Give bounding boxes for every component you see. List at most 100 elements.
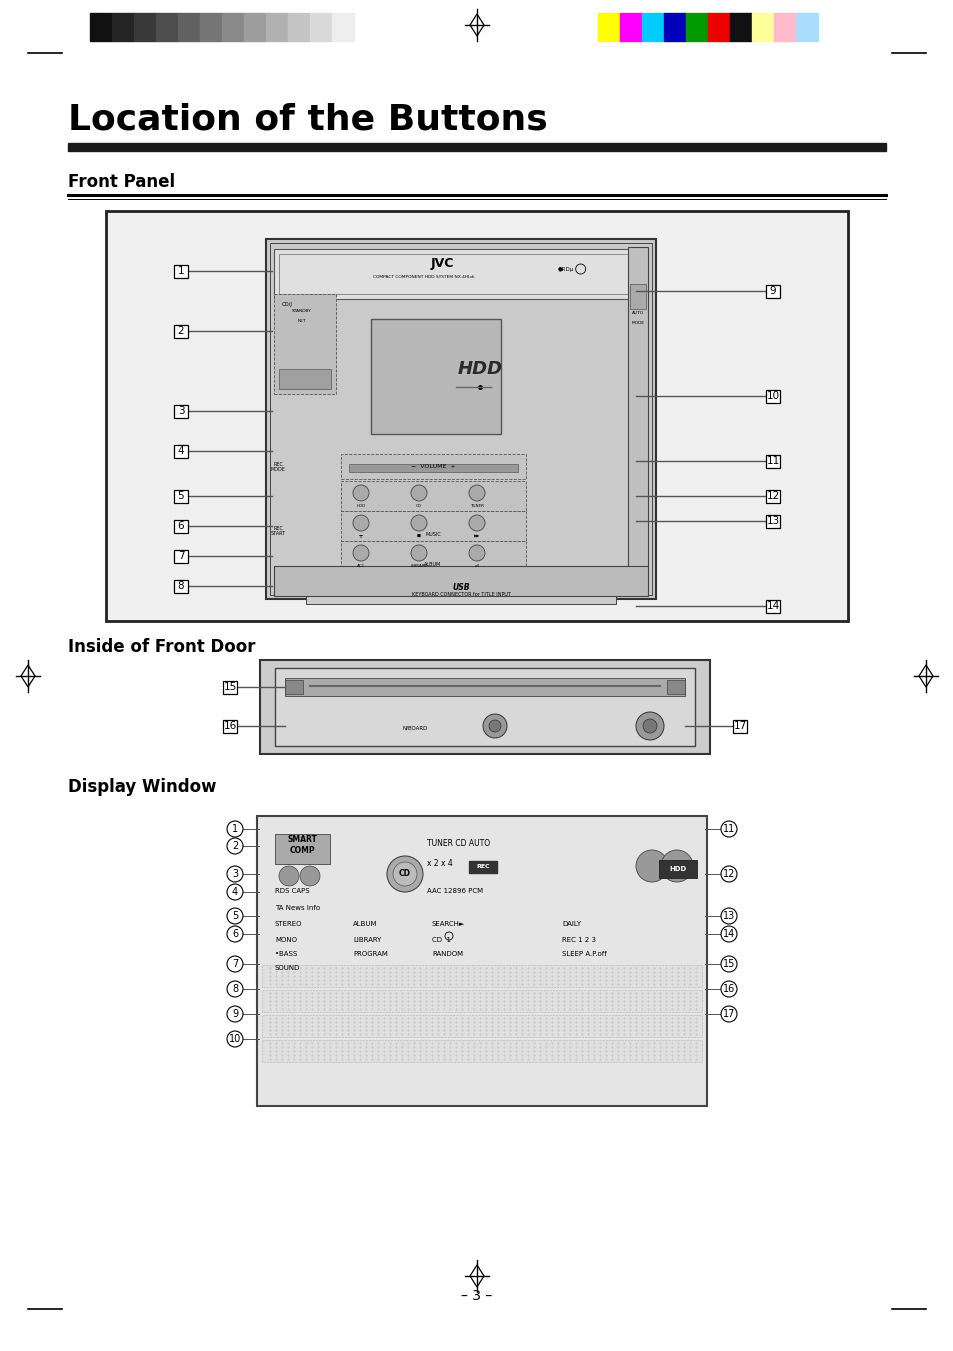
Bar [68, 143, 885, 151]
Circle shape [227, 884, 243, 900]
Text: SEARCH►: SEARCH► [432, 921, 465, 927]
Text: CD/J: CD/J [282, 303, 293, 307]
Text: •BASS: •BASS [274, 951, 297, 957]
Bar [262, 990, 701, 1012]
Circle shape [411, 515, 427, 531]
Text: PROGRAM: PROGRAM [353, 951, 388, 957]
Text: 10: 10 [765, 390, 779, 401]
Circle shape [227, 1031, 243, 1047]
Text: 8: 8 [177, 581, 184, 590]
Bar [751, 14, 773, 41]
Text: N/BOARD: N/BOARD [402, 725, 427, 731]
Text: SOUND: SOUND [274, 965, 300, 971]
Text: SMART: SMART [287, 835, 316, 844]
Bar [173, 520, 188, 532]
Text: 11: 11 [765, 457, 779, 466]
Bar [244, 14, 266, 41]
Bar [260, 661, 709, 754]
Bar [262, 1015, 701, 1038]
Bar [773, 14, 795, 41]
Bar [663, 14, 685, 41]
Circle shape [482, 713, 506, 738]
Bar [371, 319, 500, 434]
Bar [732, 720, 746, 732]
Text: REC: REC [476, 865, 489, 870]
Text: CD: CD [416, 504, 421, 508]
Text: Inside of Front Door: Inside of Front Door [68, 638, 255, 657]
Bar [641, 14, 663, 41]
Text: x 2 x 4: x 2 x 4 [427, 859, 453, 867]
Circle shape [720, 925, 737, 942]
Circle shape [227, 866, 243, 882]
Bar [274, 249, 647, 299]
Text: 16: 16 [722, 984, 735, 994]
Circle shape [636, 850, 667, 882]
Text: 11: 11 [722, 824, 735, 834]
Text: 3: 3 [177, 407, 184, 416]
Bar [173, 444, 188, 458]
Bar [619, 14, 641, 41]
Bar [469, 861, 497, 873]
Text: 13: 13 [765, 516, 779, 526]
Text: 2: 2 [177, 326, 184, 336]
Text: SLEEP A.P.off: SLEEP A.P.off [561, 951, 606, 957]
Text: DAILY: DAILY [561, 921, 580, 927]
Bar [262, 1040, 701, 1062]
Bar [262, 965, 701, 988]
Bar [666, 680, 684, 694]
Text: 14: 14 [722, 929, 735, 939]
Bar [223, 681, 236, 693]
Text: HDD: HDD [669, 866, 686, 871]
Text: TUNER: TUNER [470, 504, 483, 508]
Text: ┬┬: ┬┬ [358, 534, 363, 538]
Bar [288, 14, 310, 41]
Circle shape [469, 544, 484, 561]
Circle shape [720, 981, 737, 997]
Circle shape [411, 544, 427, 561]
Text: Front Panel: Front Panel [68, 173, 175, 190]
Bar [306, 586, 616, 604]
Bar [200, 14, 222, 41]
Text: ALBUM: ALBUM [424, 562, 441, 567]
Circle shape [227, 821, 243, 838]
Text: 10: 10 [229, 1034, 241, 1044]
Text: 9: 9 [769, 286, 776, 296]
Bar [278, 254, 642, 295]
Circle shape [278, 866, 298, 886]
Bar [274, 566, 647, 596]
Circle shape [720, 957, 737, 971]
Text: – 3 –: – 3 – [461, 1289, 492, 1302]
Bar [765, 600, 780, 612]
Text: REC 1 2 3: REC 1 2 3 [561, 938, 596, 943]
Text: NET: NET [297, 319, 306, 323]
Bar [274, 295, 335, 394]
Circle shape [660, 850, 692, 882]
Text: 3: 3 [232, 869, 238, 880]
Circle shape [227, 981, 243, 997]
Circle shape [227, 838, 243, 854]
Circle shape [720, 821, 737, 838]
Circle shape [353, 485, 369, 501]
Text: Location of the Buttons: Location of the Buttons [68, 103, 547, 136]
Bar [156, 14, 178, 41]
Text: MODE: MODE [631, 322, 644, 326]
Bar [285, 678, 684, 696]
Circle shape [353, 515, 369, 531]
Text: ●RDµ: ●RDµ [557, 266, 574, 272]
Bar [133, 14, 156, 41]
Circle shape [469, 515, 484, 531]
Bar [795, 14, 817, 41]
Text: Display Window: Display Window [68, 778, 216, 796]
Text: LIBRARY: LIBRARY [410, 563, 427, 567]
Text: REC
START: REC START [270, 526, 285, 536]
Text: MUSIC: MUSIC [425, 532, 440, 536]
Text: HDD: HDD [457, 359, 502, 378]
Bar [340, 481, 525, 511]
Text: 17: 17 [722, 1009, 735, 1019]
Bar [178, 14, 200, 41]
Bar [685, 14, 707, 41]
Bar [266, 239, 656, 598]
Bar [729, 14, 751, 41]
Text: 9: 9 [232, 1009, 238, 1019]
Text: 12: 12 [722, 869, 735, 880]
